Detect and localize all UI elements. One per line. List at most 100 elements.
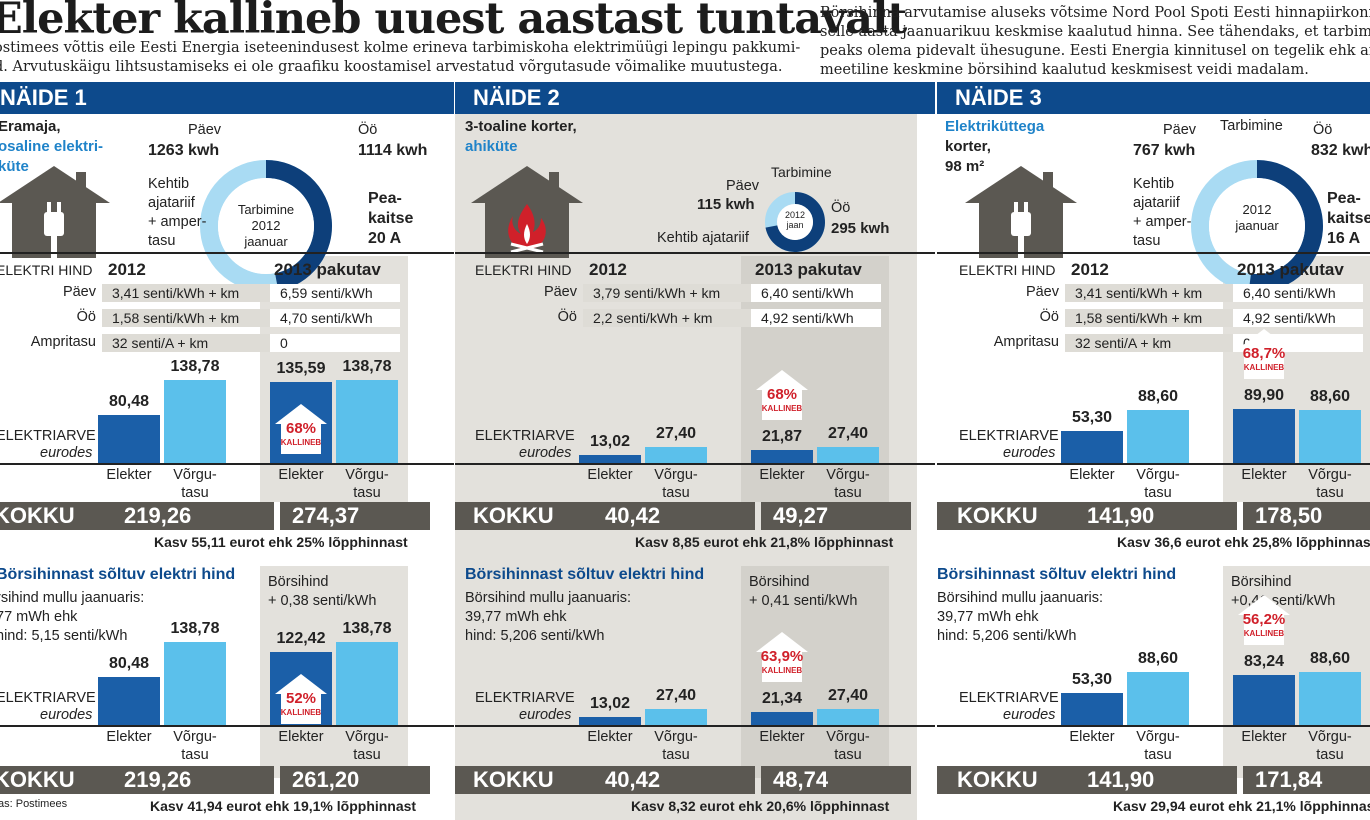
total-2013: 49,27 [773, 503, 829, 528]
elekter-label-2012: Elekter [106, 729, 152, 745]
tariff-label: + amper- [1133, 214, 1192, 230]
total-2012: 40,42 [605, 767, 661, 792]
house-chimney [1043, 172, 1053, 192]
donut-day-value: 115 kwh [697, 196, 755, 213]
total-2013: 274,37 [292, 503, 360, 528]
bar-elekter-2013 [1233, 409, 1295, 463]
donut-night-slice [265, 160, 332, 291]
total-row-2013 [761, 766, 911, 794]
x-axis-line [0, 463, 454, 465]
peakaitse-label: 20 A [368, 230, 402, 247]
badge-shape [1238, 595, 1290, 646]
vorgutasu-label-2012: Võrgu- [1136, 729, 1180, 745]
total-row-2013 [761, 502, 911, 530]
price-row-label: Öö [1039, 309, 1059, 325]
bar-value-label: 89,90 [1243, 387, 1285, 405]
elektriarve-label: ELEKTRIARVE [475, 690, 575, 706]
bar-value-label: 80,48 [108, 392, 150, 410]
bar-value-label: 13,02 [589, 695, 631, 713]
vorgutasu-label-2012-2: tasu [181, 485, 209, 501]
house-roof [471, 166, 583, 203]
price-2013: 6,59 senti/kWh [270, 284, 400, 302]
house-roof [0, 166, 110, 203]
price-2013: 6,40 senti/kWh [1233, 284, 1363, 302]
tariff-label: ajatariif [1133, 195, 1180, 211]
bar-vorgutasu-2013 [817, 446, 879, 463]
total-row-2012 [937, 502, 1237, 530]
borsihind-add: + 0,41 senti/kWh [749, 593, 858, 609]
donut-hole [777, 204, 813, 240]
elekter-label-2012: Elekter [587, 729, 633, 745]
vorgutasu-label-2012-2: tasu [1144, 485, 1172, 501]
elekter-label-2012: Elekter [587, 467, 633, 483]
vorgutasu-label-2012: Võrgu- [173, 467, 217, 483]
bar-vorgutasu-2012 [1127, 409, 1189, 463]
increase-note: Kasv 36,6 eurot ehk 25,8% lõpphinnast [1117, 534, 1370, 550]
peakaitse-label: Pea- [368, 190, 402, 207]
elektriarve-label: ELEKTRIARVE [475, 428, 575, 444]
bar-elekter-2013 [751, 712, 813, 725]
vorgutasu-label-2013-2: tasu [834, 747, 862, 763]
donut-center: jaan [786, 220, 804, 230]
bar-value-label: 122,42 [276, 629, 326, 647]
price-2012: 1,58 senti/kWh + km [102, 309, 272, 327]
donut-center: Tarbimine [237, 202, 295, 217]
donut-night-label: Öö [358, 122, 378, 138]
house-fire-icon [471, 166, 583, 258]
bar-value-label: 13,02 [589, 433, 631, 451]
example-header: NÄIDE 2 [455, 82, 935, 114]
price-2012: 32 senti/A + km [1065, 334, 1235, 352]
eurodes-label: eurodes [1003, 445, 1056, 461]
bors-desc: rsihind mullu jaanuaris: [0, 590, 145, 606]
total-2013: 261,20 [292, 767, 360, 792]
plug-cord [1018, 236, 1024, 258]
year-2013-header: 2013 pakutav [274, 260, 381, 279]
price-2012: 3,41 senti/kWh + km [1065, 284, 1235, 302]
house-badge-icon [1238, 329, 1290, 380]
kokku-label: KOKKU [0, 767, 75, 792]
example-title: NÄIDE 1 [0, 85, 87, 110]
bar-vorgutasu-2013 [336, 379, 398, 463]
badge-percent: 68% [285, 419, 317, 437]
donut-center: jaanuar [1235, 218, 1279, 233]
bors-desc: Börsihind mullu jaanuaris: [465, 590, 632, 606]
donut-chart [200, 160, 332, 292]
donut-day-value: 767 kwh [1133, 142, 1196, 159]
fire-inner [524, 224, 530, 244]
peakaitse-label: kaitse [368, 210, 414, 227]
price-row-label: Päev [1025, 284, 1059, 300]
house-plug-icon [965, 166, 1077, 258]
intro-left: ostimees võttis eile Eesti Energia isete… [0, 39, 800, 77]
price-2013: 4,92 senti/kWh [751, 309, 881, 327]
vorgutasu-label-2012-2: tasu [662, 747, 690, 763]
peakaitse-label: Pea- [1327, 190, 1361, 207]
intro-right-line: peaks olema pidevalt ühesugune. Eesti En… [820, 43, 1370, 59]
donut-chart [765, 192, 825, 252]
elekter-label-2013: Elekter [278, 467, 324, 483]
increase-note: Kasv 29,94 eurot ehk 21,1% lõpphinnast [1113, 798, 1370, 814]
year-2012-header: 2012 [108, 260, 146, 279]
borsihind-add: + 0,38 senti/kWh [268, 593, 377, 609]
bar-value-label: 138,78 [170, 619, 220, 637]
bors-desc: 39,77 mWh ehk [465, 609, 567, 625]
bar-value-label: 53,30 [1071, 409, 1113, 427]
elekter-label-2013: Elekter [1241, 729, 1287, 745]
plug-cord [51, 236, 57, 258]
eurodes-label: eurodes [40, 707, 93, 723]
badge-shape [756, 369, 808, 420]
donut-night-label: Öö [831, 200, 851, 216]
elektriarve-label: ELEKTRIARVE [959, 690, 1059, 706]
kallineb-badge: 56,2% KALLINEB [1238, 593, 1290, 646]
price-2012: 3,41 senti/kWh + km [102, 284, 272, 302]
example-desc-blue: küte [0, 158, 29, 175]
x-axis-line [0, 725, 454, 727]
price-row-label: Öö [557, 309, 577, 325]
tariff-label: Kehtib ajatariif [657, 230, 749, 246]
x-axis-line [937, 463, 1370, 465]
bors-title: Börsihinnast sõltuv elektri hind [465, 566, 705, 583]
vorgutasu-label-2012: Võrgu- [654, 729, 698, 745]
bar-value-label: 88,60 [1137, 649, 1179, 667]
bar-elekter-2013 [751, 449, 813, 463]
bar-value-label: 88,60 [1309, 387, 1351, 405]
example-desc: korter, [945, 138, 991, 155]
